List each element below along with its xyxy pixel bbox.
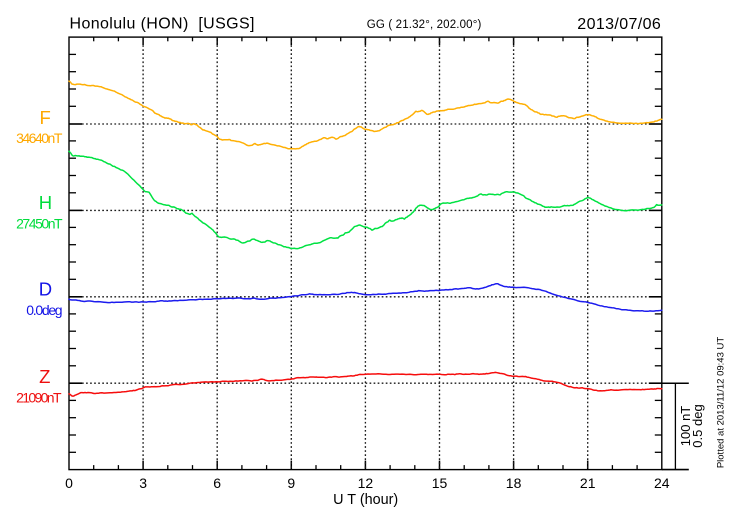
svg-text:Z: Z <box>39 366 50 387</box>
svg-text:15: 15 <box>432 475 448 491</box>
svg-text:Honolulu (HON) [USGS]: Honolulu (HON) [USGS] <box>70 15 255 32</box>
svg-text:0.0deg: 0.0deg <box>26 302 62 318</box>
svg-text:0: 0 <box>65 475 73 491</box>
svg-text:D: D <box>39 279 52 300</box>
svg-text:H: H <box>39 192 52 213</box>
svg-text:6: 6 <box>213 475 221 491</box>
svg-text:100 nT: 100 nT <box>678 406 693 447</box>
svg-text:27450nT: 27450nT <box>16 216 63 232</box>
svg-text:Plotted at 2013/11/12 09:43 UT: Plotted at 2013/11/12 09:43 UT <box>716 337 727 469</box>
svg-text:3: 3 <box>139 475 147 491</box>
svg-text:2013/07/06: 2013/07/06 <box>577 16 661 33</box>
svg-text:9: 9 <box>287 475 295 491</box>
svg-text:34640nT: 34640nT <box>16 130 63 146</box>
svg-text:F: F <box>40 107 51 128</box>
svg-text:U T (hour): U T (hour) <box>333 492 398 508</box>
svg-text:12: 12 <box>358 475 374 491</box>
svg-text:0.5 deg: 0.5 deg <box>690 404 705 447</box>
svg-text:21: 21 <box>580 475 596 491</box>
svg-text:24: 24 <box>654 475 670 491</box>
svg-text:18: 18 <box>506 475 522 491</box>
svg-text:GG ( 21.32°, 202.00°): GG ( 21.32°, 202.00°) <box>367 19 482 31</box>
svg-text:21090nT: 21090nT <box>16 389 62 405</box>
